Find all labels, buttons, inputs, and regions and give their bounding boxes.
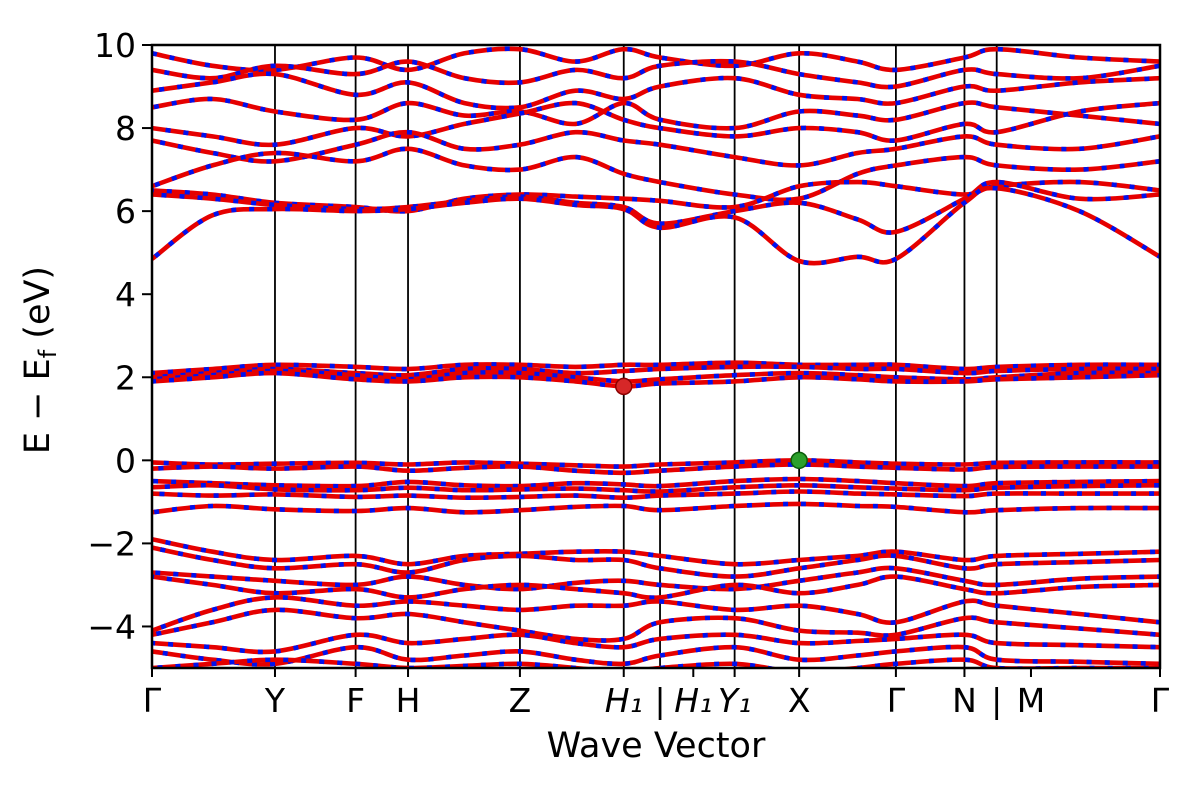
x-tick-label: Γ (143, 681, 162, 720)
band-line-overlay (152, 370, 1160, 389)
band-line-overlay (152, 96, 1160, 131)
x-tick-label: M (1017, 681, 1045, 720)
band-line-overlay (152, 574, 1160, 600)
y-tick-label: 6 (115, 192, 136, 231)
x-tick-label: Z (509, 681, 532, 720)
y-tick-label: −2 (87, 524, 136, 563)
cbm-marker (614, 377, 633, 396)
x-tick-label: H₁ (605, 681, 643, 720)
band-line-overlay (152, 146, 1160, 203)
band-line (152, 501, 1160, 515)
band-line (152, 545, 1160, 579)
x-tick-label: H₁ (674, 681, 712, 720)
x-axis: Γ Y F H Z H₁ | H₁ Y₁ X Γ N | M Γ (143, 668, 1170, 720)
band-line-overlay (152, 632, 1160, 655)
y-axis-label: E − Ef (eV) (18, 190, 62, 530)
band-line (152, 146, 1160, 203)
band-line-overlay (152, 179, 1160, 214)
band-line (152, 536, 1160, 567)
band-line (152, 96, 1160, 131)
y-tick-label: 0 (115, 441, 136, 480)
band-line-overlay (152, 71, 1160, 111)
band-line (152, 129, 1160, 168)
y-tick-label: 8 (115, 109, 136, 148)
y-axis: −4 −2 0 2 4 6 8 10 (87, 26, 152, 646)
y-axis-label-subscript: f (34, 349, 62, 359)
x-tick-label: Γ (887, 681, 906, 720)
y-tick-label: 4 (115, 275, 136, 314)
band-line-overlay (152, 476, 1160, 489)
x-tick-label: Y (264, 681, 286, 720)
band-line-overlay (152, 536, 1160, 567)
y-axis-label-main: E − E (18, 358, 58, 455)
y-tick-label: −4 (87, 607, 136, 646)
band-line (152, 595, 1160, 633)
band-line-overlay (152, 364, 1160, 380)
x-tick-label: X (788, 681, 811, 720)
band-line (152, 565, 1160, 592)
x-tick-label: | (991, 681, 1002, 720)
band-line-overlay (152, 129, 1160, 168)
bands-group (152, 46, 1160, 668)
x-tick-label: Y₁ (718, 681, 751, 720)
y-tick-label: 10 (94, 26, 136, 65)
x-tick-label: N (952, 681, 977, 720)
band-line (152, 462, 1160, 476)
band-line-overlay (152, 185, 1160, 266)
vbm-marker (790, 451, 808, 470)
band-line-overlay (152, 458, 1160, 469)
x-axis-label: Wave Vector (546, 726, 766, 766)
y-axis-label-units: (eV) (18, 265, 58, 350)
band-line-overlay (152, 58, 1160, 90)
band-line-overlay (152, 482, 1160, 494)
y-tick-label: 2 (115, 358, 136, 397)
x-tick-label: Γ (1151, 681, 1170, 720)
axes-frame (150, 43, 1162, 670)
band-line (152, 644, 1160, 667)
band-line-overlay (152, 607, 1160, 643)
band-line-overlay (152, 46, 1160, 73)
x-tick-label: H (396, 681, 421, 720)
band-line-overlay (152, 360, 1160, 376)
x-tick-label: | (654, 681, 665, 720)
x-tick-label: F (346, 681, 365, 720)
band-line (152, 489, 1160, 501)
band-line (152, 657, 1160, 668)
band-line (152, 100, 1160, 148)
